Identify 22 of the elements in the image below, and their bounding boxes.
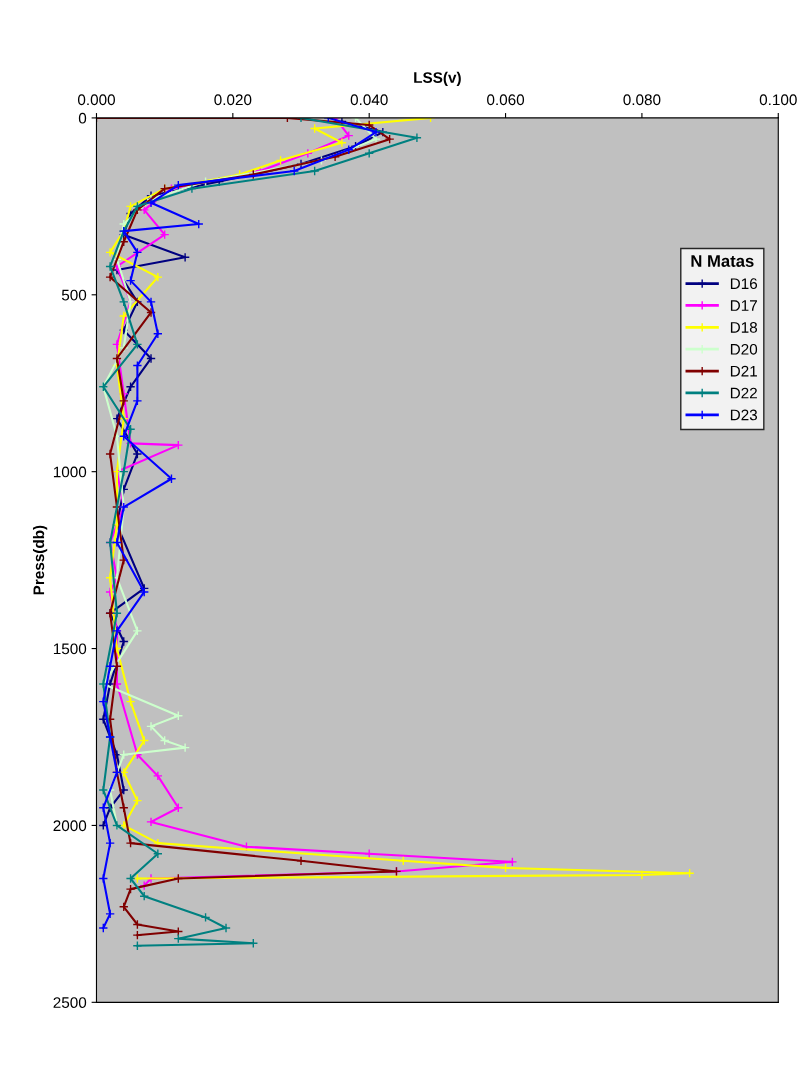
legend-label: D20 [730, 343, 758, 355]
legend-label: D21 [730, 365, 757, 377]
x-tick-label: 0.040 [350, 94, 388, 106]
x-tick-label: 0.020 [214, 94, 252, 106]
x-tick-label: 0.100 [759, 94, 797, 106]
x-tick-label: 0.080 [623, 94, 661, 106]
legend-label: D22 [730, 387, 757, 399]
y-tick-label: 1500 [53, 643, 87, 655]
legend-label: D16 [730, 278, 758, 290]
legend-label: D23 [730, 409, 758, 421]
y-tick-label: 2000 [53, 820, 87, 832]
x-tick-label: 0.060 [487, 94, 525, 106]
legend-label: D17 [730, 300, 757, 311]
y-tick-label: 0 [78, 112, 87, 124]
y-axis-title: Press(db) [32, 525, 48, 595]
legend-title: N Matas [691, 255, 754, 267]
y-tick-label: 500 [61, 289, 87, 301]
x-axis-title: LSS(v) [414, 71, 461, 87]
x-tick-label: 0.000 [77, 94, 115, 106]
y-tick-label: 1000 [53, 466, 87, 478]
y-tick-label: 2500 [53, 997, 87, 1009]
legend-label: D18 [730, 322, 758, 333]
